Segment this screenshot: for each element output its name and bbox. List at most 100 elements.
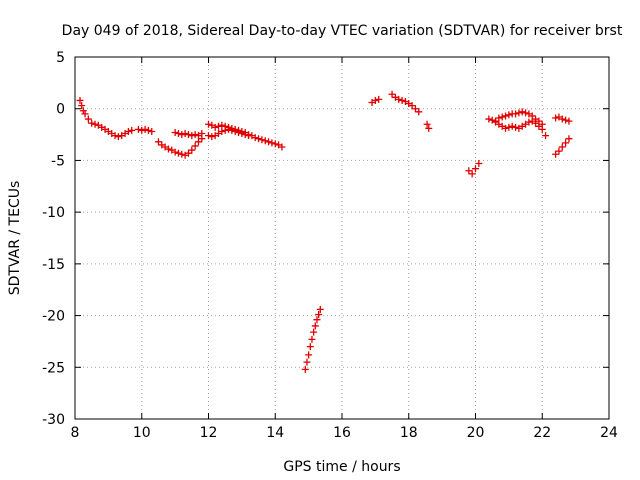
y-tick-label: 5 [56, 50, 65, 66]
data-point [408, 102, 416, 110]
data-point [411, 105, 419, 113]
data-point [235, 129, 243, 137]
data-point [505, 123, 513, 131]
data-point [468, 170, 476, 178]
series-s15 [552, 113, 573, 125]
data-point [308, 335, 316, 343]
data-point [258, 136, 266, 144]
y-tick-label: -30 [42, 412, 65, 428]
y-tick-label: -20 [42, 309, 65, 325]
data-point [472, 165, 479, 173]
data-point [184, 149, 192, 157]
data-point [515, 109, 523, 117]
x-tick-label: 22 [533, 425, 551, 441]
y-tick-label: -10 [42, 205, 65, 221]
data-point [398, 96, 406, 104]
data-point [178, 150, 186, 158]
data-point [315, 311, 323, 319]
data-point [188, 146, 196, 154]
data-point [181, 130, 189, 138]
data-point [310, 328, 318, 336]
x-tick-label: 24 [600, 425, 618, 441]
x-tick-label: 18 [400, 425, 418, 441]
x-tick-label: 10 [133, 425, 151, 441]
y-axis-label: SDTVAR / TECUs [7, 181, 23, 296]
y-tick-label: -15 [42, 257, 65, 273]
data-point [238, 130, 246, 138]
data-point [512, 123, 520, 131]
series-s13 [492, 108, 546, 128]
grid-layer [75, 57, 609, 419]
data-point [228, 126, 236, 134]
data-point [311, 322, 319, 330]
series-s14 [552, 135, 573, 158]
data-point [215, 122, 223, 130]
x-tick-label: 14 [266, 425, 284, 441]
data-point [154, 138, 162, 146]
data-point [81, 110, 89, 118]
data-point [375, 95, 383, 103]
data-point [148, 127, 156, 135]
data-point [552, 114, 560, 122]
data-point [184, 131, 192, 139]
data-point [261, 137, 269, 145]
data-point [124, 127, 132, 135]
data-point [134, 125, 142, 133]
data-point [395, 95, 403, 103]
data-point [465, 167, 473, 175]
data-point [218, 121, 226, 129]
series-s10 [423, 120, 433, 132]
data-point [225, 125, 233, 133]
data-point [522, 109, 530, 117]
data-point [306, 343, 314, 351]
data-point [562, 116, 570, 124]
data-point [495, 114, 503, 122]
data-point [278, 143, 286, 151]
data-point [502, 112, 510, 120]
data-point [313, 316, 321, 324]
data-point [138, 126, 146, 134]
series-s5 [205, 120, 286, 151]
data-point [271, 140, 279, 148]
data-point [562, 139, 570, 147]
data-point [542, 132, 550, 140]
data-point [303, 358, 311, 366]
data-point [141, 125, 149, 133]
data-point [111, 132, 119, 140]
data-point [241, 131, 249, 139]
data-point [265, 138, 273, 146]
data-point [205, 132, 212, 140]
data-point [371, 96, 379, 104]
data-point [84, 115, 92, 123]
data-point [171, 148, 179, 156]
data-point [485, 115, 493, 123]
data-point [198, 130, 206, 138]
y-tick-label: -25 [42, 360, 65, 376]
series-s12 [485, 115, 550, 140]
series-s4 [171, 129, 206, 140]
data-point [171, 129, 179, 137]
data-point [208, 133, 216, 141]
data-point [525, 118, 533, 126]
points-layer [76, 90, 573, 373]
chart-title: Day 049 of 2018, Sidereal Day-to-day VTE… [62, 23, 623, 39]
data-point [245, 132, 253, 140]
series-s6 [205, 125, 253, 141]
data-point [128, 126, 136, 134]
data-point [498, 113, 506, 121]
y-tick-label: -5 [51, 153, 65, 169]
data-point [218, 127, 226, 135]
series-s2 [134, 125, 156, 135]
data-point [251, 134, 259, 142]
data-point [194, 138, 202, 146]
data-point [475, 160, 483, 168]
data-point [558, 115, 566, 123]
data-point [552, 150, 560, 158]
series-s9 [388, 90, 423, 116]
data-point [91, 120, 99, 128]
data-point [423, 120, 431, 128]
y-tick-label: 0 [56, 102, 65, 118]
series-s11 [465, 160, 483, 178]
data-point [76, 96, 84, 104]
